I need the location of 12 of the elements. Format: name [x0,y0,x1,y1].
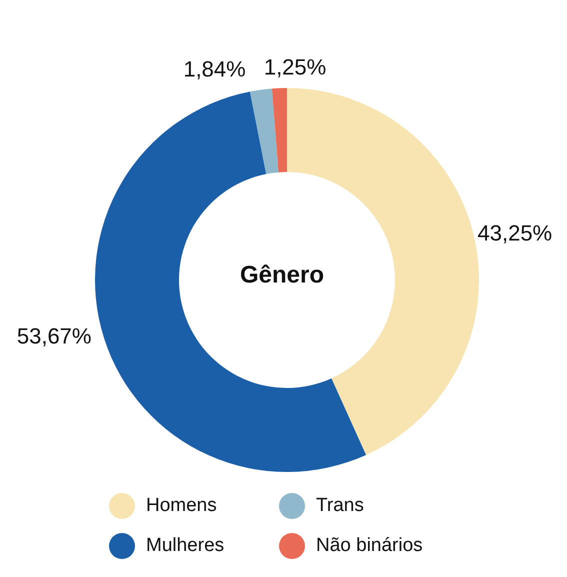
data-label: 1,84% [183,56,246,82]
legend-label: Mulheres [146,535,224,557]
data-label: 1,25% [264,54,326,80]
legend-label: Homens [146,495,217,517]
donut-slice [95,92,366,472]
donut-slice [250,88,279,174]
data-label: 53,67% [16,323,92,348]
data-label: 43,25% [478,220,552,246]
donut-slice [272,88,287,172]
text: Gênero [240,262,324,288]
legend-label: Não binários [316,535,423,557]
legend-label: Trans [316,495,364,517]
